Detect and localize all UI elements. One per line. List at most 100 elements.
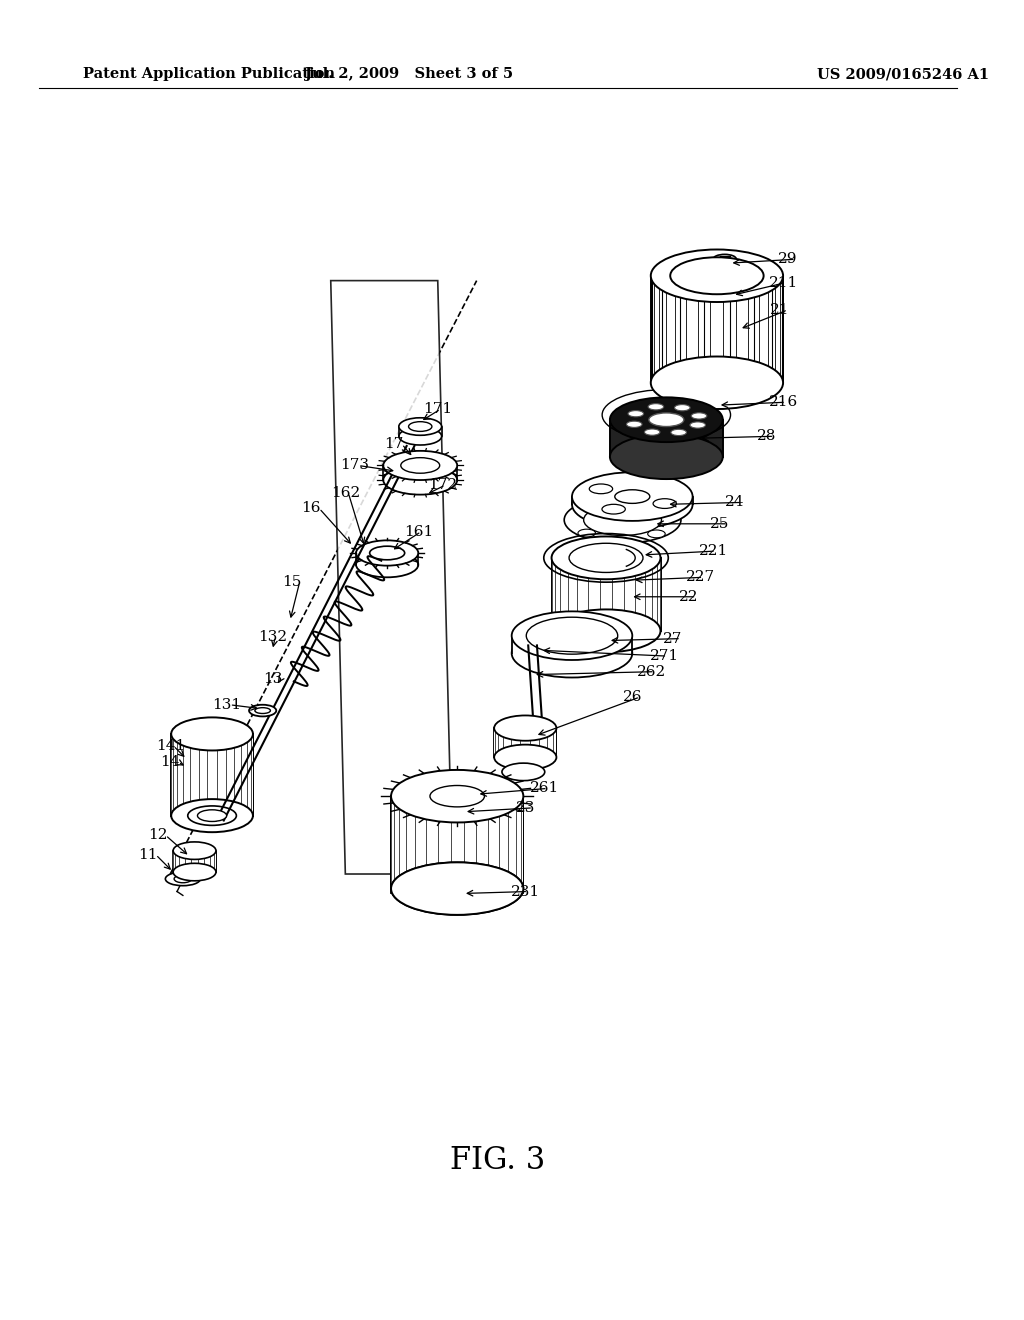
Ellipse shape (512, 611, 632, 660)
Text: 29: 29 (778, 252, 798, 267)
Ellipse shape (602, 504, 626, 513)
Ellipse shape (627, 421, 642, 428)
Text: 14: 14 (161, 755, 180, 770)
Ellipse shape (356, 540, 418, 566)
Text: 172: 172 (428, 478, 457, 492)
Text: 162: 162 (331, 486, 360, 500)
Ellipse shape (671, 429, 686, 436)
Polygon shape (173, 850, 216, 873)
Ellipse shape (584, 504, 662, 536)
Ellipse shape (174, 875, 191, 883)
Text: 26: 26 (623, 690, 642, 704)
Ellipse shape (675, 405, 690, 411)
Ellipse shape (683, 380, 751, 408)
Text: 17: 17 (384, 437, 403, 451)
Ellipse shape (695, 385, 738, 403)
Ellipse shape (651, 356, 783, 409)
Text: US 2009/0165246 A1: US 2009/0165246 A1 (817, 67, 989, 82)
Text: 16: 16 (301, 502, 322, 515)
Text: 271: 271 (650, 649, 679, 663)
Polygon shape (383, 466, 457, 480)
Ellipse shape (198, 809, 226, 821)
Ellipse shape (552, 536, 660, 579)
Text: 262: 262 (637, 665, 667, 678)
Ellipse shape (589, 484, 612, 494)
Ellipse shape (552, 610, 660, 652)
Ellipse shape (255, 708, 270, 714)
Ellipse shape (249, 705, 276, 717)
Text: 173: 173 (340, 458, 370, 473)
Ellipse shape (356, 552, 418, 577)
Text: 141: 141 (156, 739, 185, 752)
Text: 231: 231 (511, 884, 540, 899)
Ellipse shape (610, 434, 723, 479)
Text: 21: 21 (770, 302, 790, 317)
Ellipse shape (628, 411, 644, 417)
Ellipse shape (614, 490, 650, 503)
Polygon shape (331, 281, 453, 874)
Ellipse shape (572, 480, 692, 529)
Ellipse shape (526, 618, 617, 655)
Ellipse shape (400, 458, 439, 474)
Text: 216: 216 (768, 395, 798, 409)
Ellipse shape (690, 422, 706, 428)
Ellipse shape (653, 499, 677, 508)
Text: 12: 12 (147, 828, 167, 842)
Ellipse shape (414, 779, 501, 813)
Text: 221: 221 (698, 544, 728, 558)
Text: 28: 28 (757, 429, 776, 444)
Ellipse shape (173, 842, 216, 859)
Ellipse shape (383, 466, 457, 495)
Text: 227: 227 (686, 570, 715, 585)
Ellipse shape (398, 428, 441, 445)
Text: 211: 211 (768, 276, 798, 289)
Ellipse shape (383, 451, 457, 480)
Polygon shape (572, 496, 692, 504)
Polygon shape (552, 558, 660, 631)
Ellipse shape (391, 770, 523, 822)
Text: Patent Application Publication: Patent Application Publication (83, 67, 335, 82)
Text: FIG. 3: FIG. 3 (451, 1146, 546, 1176)
Polygon shape (512, 636, 632, 653)
Ellipse shape (610, 397, 723, 442)
Ellipse shape (671, 257, 764, 294)
Text: 23: 23 (515, 801, 535, 814)
Ellipse shape (644, 429, 659, 436)
Ellipse shape (409, 421, 432, 432)
Ellipse shape (171, 717, 253, 751)
Polygon shape (391, 796, 523, 888)
Ellipse shape (569, 544, 643, 573)
Text: 22: 22 (679, 590, 698, 603)
Ellipse shape (648, 531, 666, 537)
Polygon shape (610, 420, 723, 457)
Ellipse shape (391, 862, 523, 915)
Text: 25: 25 (710, 517, 729, 531)
Ellipse shape (578, 529, 596, 537)
Text: 132: 132 (258, 630, 287, 644)
Ellipse shape (398, 418, 441, 436)
Text: Jul. 2, 2009   Sheet 3 of 5: Jul. 2, 2009 Sheet 3 of 5 (304, 67, 513, 82)
Ellipse shape (564, 496, 681, 544)
Ellipse shape (691, 413, 707, 418)
Ellipse shape (572, 473, 692, 521)
Text: 11: 11 (138, 847, 158, 862)
Ellipse shape (184, 846, 204, 854)
Text: 27: 27 (664, 631, 683, 645)
Ellipse shape (649, 413, 684, 426)
Ellipse shape (165, 873, 201, 886)
Ellipse shape (430, 785, 484, 807)
Text: 161: 161 (403, 524, 433, 539)
Ellipse shape (187, 807, 237, 825)
Ellipse shape (173, 863, 216, 880)
Polygon shape (651, 276, 783, 383)
Text: 15: 15 (282, 576, 301, 589)
Ellipse shape (512, 628, 632, 677)
Ellipse shape (495, 744, 556, 770)
Polygon shape (495, 729, 556, 758)
Text: 131: 131 (212, 698, 242, 711)
Text: 13: 13 (262, 672, 282, 686)
Polygon shape (171, 734, 253, 816)
Ellipse shape (713, 255, 736, 264)
Ellipse shape (391, 862, 523, 915)
Ellipse shape (495, 715, 556, 741)
